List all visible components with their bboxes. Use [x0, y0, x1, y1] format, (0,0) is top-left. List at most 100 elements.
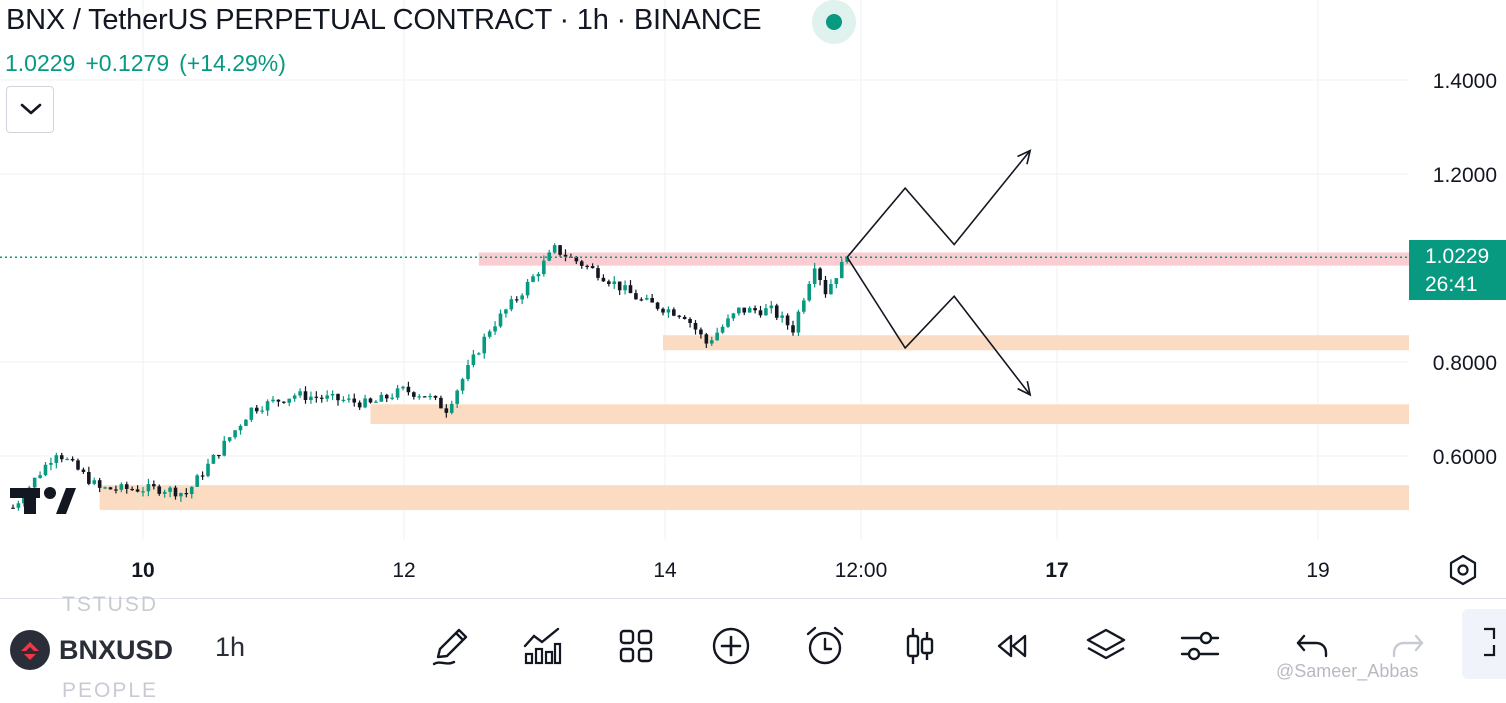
interval-selector[interactable]: 1h [215, 632, 246, 662]
price-axis[interactable]: 1.4000 1.2000 0.8000 0.6000 [1433, 70, 1497, 469]
price-change-percent: (+14.29%) [179, 50, 286, 76]
up-candle [233, 430, 237, 438]
up-candle [206, 463, 210, 477]
down-candle [634, 293, 638, 300]
up-candle [715, 332, 719, 341]
up-candle [812, 268, 817, 284]
down-candle [650, 298, 654, 303]
down-candle [184, 493, 189, 495]
up-candle [845, 257, 849, 262]
down-candle [336, 393, 340, 401]
replay-icon[interactable] [990, 624, 1034, 668]
price-axis-label: 1.4000 [1433, 70, 1497, 93]
up-candle [211, 454, 216, 464]
down-candle [682, 316, 687, 320]
market-status-indicator[interactable] [812, 0, 856, 44]
tradingview-logo [10, 487, 76, 514]
layouts-icon[interactable] [614, 624, 658, 668]
up-candle [43, 464, 48, 476]
projection-up-arrowhead [1017, 149, 1032, 165]
down-candle [655, 302, 660, 309]
down-candle [130, 488, 134, 491]
up-candle [162, 491, 167, 494]
up-candle [374, 401, 378, 403]
up-candle [731, 313, 736, 319]
down-candle [357, 402, 362, 408]
down-candle [217, 454, 221, 457]
down-candle [108, 487, 113, 490]
up-candle [780, 315, 784, 318]
up-candle [32, 477, 37, 488]
chart-settings-hex-icon[interactable] [1446, 553, 1480, 587]
up-candle [747, 307, 752, 313]
settings-sliders-icon[interactable] [1178, 624, 1222, 668]
indicators-icon[interactable] [520, 624, 564, 668]
down-candle [406, 386, 411, 393]
price-summary: 1.0229 +0.1279 (+14.29%) [5, 50, 296, 77]
up-candle [195, 475, 199, 487]
down-candle [276, 399, 281, 402]
undo-icon[interactable] [1290, 624, 1334, 668]
up-candle [455, 390, 459, 404]
down-candle [585, 265, 589, 268]
down-candle [758, 310, 763, 316]
up-candle [146, 484, 151, 492]
up-candle [471, 354, 476, 366]
chart-canvas[interactable]: 1.4000 1.2000 0.8000 0.6000 10 12 14 12:00 17 19 [0, 0, 1506, 598]
side-panel-tab[interactable] [1462, 609, 1506, 679]
current-price-label: 1.0229 [1425, 245, 1490, 268]
ghost-symbol-above[interactable]: TSTUSD [62, 593, 158, 616]
symbol-title[interactable]: BNX / TetherUS PERPETUAL CONTRACT · 1h ·… [6, 4, 762, 36]
down-candle [791, 325, 795, 333]
price-axis-label: 0.8000 [1433, 352, 1497, 375]
collapse-legend-button[interactable] [6, 86, 54, 133]
down-candle [352, 398, 357, 403]
down-candle [70, 458, 75, 461]
candles-icon[interactable] [898, 624, 942, 668]
down-candle [76, 460, 80, 470]
pencil-icon[interactable] [428, 624, 472, 668]
bottom-toolbar: TSTUSD BNXUSD PEOPLE 1h @Sameer_Abbas [0, 593, 1506, 702]
up-candle [341, 399, 346, 402]
support-zone [99, 485, 1410, 511]
symbol-selector[interactable]: BNXUSD [59, 635, 174, 665]
up-candle [22, 497, 26, 504]
layers-icon[interactable] [1084, 624, 1128, 668]
down-candle [628, 285, 633, 294]
up-candle [325, 395, 329, 399]
up-candle [769, 305, 774, 309]
up-candle [709, 340, 714, 344]
down-candle [439, 397, 443, 409]
up-candle [54, 455, 59, 464]
down-candle [254, 407, 259, 412]
time-axis[interactable]: 10 12 14 12:00 17 19 [131, 559, 1329, 582]
down-candle [704, 334, 709, 344]
down-candle [661, 308, 665, 313]
down-candle [699, 329, 703, 335]
up-candle [168, 487, 172, 492]
down-candle [412, 392, 416, 397]
up-candle [449, 403, 454, 413]
up-candle [244, 419, 248, 426]
ghost-symbol-below[interactable]: PEOPLE [62, 679, 159, 702]
up-candle [363, 398, 367, 408]
price-axis-label: 1.2000 [1433, 164, 1497, 187]
down-candle [672, 309, 676, 316]
up-candle [612, 281, 617, 285]
redo-icon[interactable] [1386, 624, 1430, 668]
up-candle [764, 308, 768, 316]
up-candle [623, 285, 627, 291]
chart-grid [0, 0, 1409, 540]
projections-layer [846, 149, 1032, 397]
support-zone [370, 404, 1409, 425]
watermark-text: @Sameer_Abbas [1276, 661, 1419, 681]
down-candle [579, 261, 584, 266]
up-candle [309, 396, 313, 401]
down-candle [200, 475, 205, 477]
down-candle [11, 507, 15, 509]
up-candle [504, 309, 508, 314]
live-dot-icon [826, 14, 842, 30]
up-candle [38, 475, 42, 478]
alert-icon[interactable] [803, 624, 847, 668]
add-icon[interactable] [709, 624, 753, 668]
